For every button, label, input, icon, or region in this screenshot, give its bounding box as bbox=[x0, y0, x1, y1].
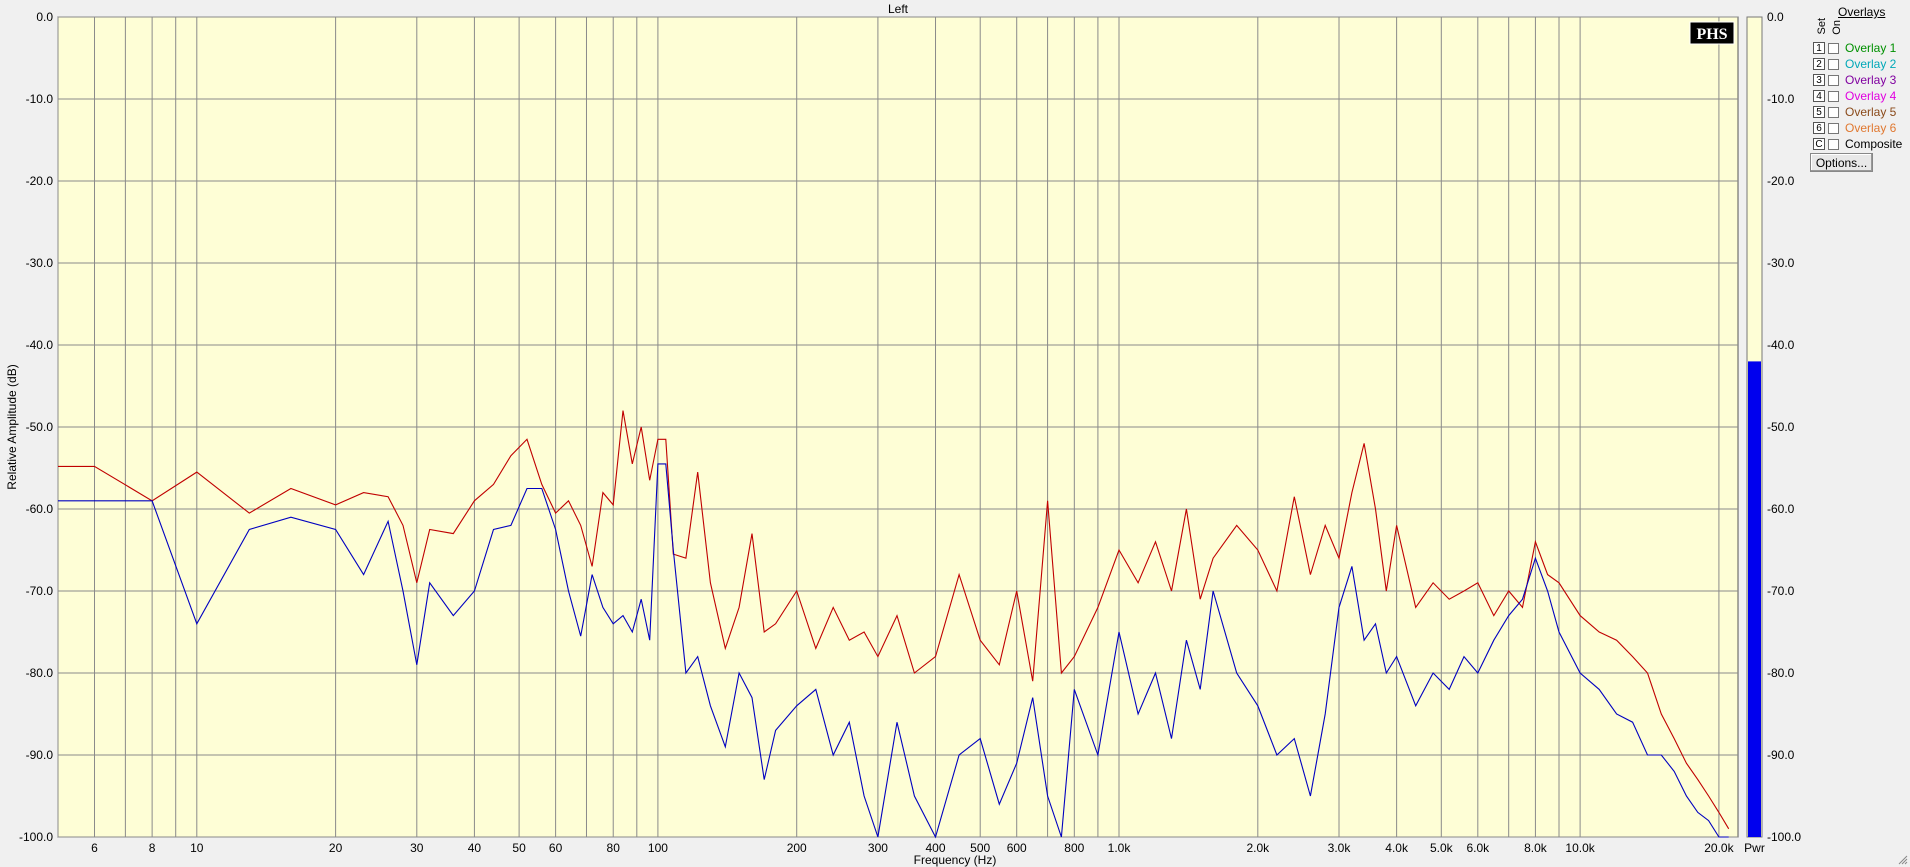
overlay-on-checkbox[interactable] bbox=[1828, 42, 1839, 54]
overlay-row: 4 Overlay 4 bbox=[1813, 89, 1896, 103]
meter-tick-label: -30.0 bbox=[1767, 256, 1795, 270]
y-tick-label: -20.0 bbox=[26, 174, 54, 188]
y-tick-label: -100.0 bbox=[19, 830, 53, 844]
overlay-set-button[interactable]: 2 bbox=[1813, 58, 1825, 70]
x-tick-label: 100 bbox=[648, 841, 668, 855]
x-tick-label: 6 bbox=[91, 841, 98, 855]
overlay-row: 2 Overlay 2 bbox=[1813, 57, 1896, 71]
power-meter-label: Pwr bbox=[1744, 841, 1765, 855]
y-tick-label: -90.0 bbox=[26, 748, 54, 762]
overlay-on-checkbox[interactable] bbox=[1828, 106, 1839, 118]
overlay-on-checkbox[interactable] bbox=[1828, 90, 1839, 102]
overlay-label: Overlay 6 bbox=[1845, 121, 1897, 135]
series-line-1 bbox=[58, 410, 1730, 830]
phs-logo: PHS bbox=[1689, 21, 1735, 45]
x-tick-label: 8.0k bbox=[1524, 841, 1548, 855]
x-tick-label: 8 bbox=[149, 841, 156, 855]
series-line-2 bbox=[58, 463, 1729, 839]
x-tick-label: 2.0k bbox=[1246, 841, 1270, 855]
y-tick-label: -10.0 bbox=[26, 92, 54, 106]
chart-title: Left bbox=[888, 2, 909, 16]
meter-tick-label: -80.0 bbox=[1767, 666, 1795, 680]
x-tick-label: 40 bbox=[468, 841, 482, 855]
meter-tick-label: -40.0 bbox=[1767, 338, 1795, 352]
meter-tick-label: -10.0 bbox=[1767, 92, 1795, 106]
resize-grip-icon[interactable] bbox=[1898, 855, 1908, 865]
y-tick-labels-right: 0.0 -10.0 -20.0 -30.0 -40.0 -50.0 -60.0 -70.0 -8… bbox=[1767, 10, 1801, 844]
meter-tick-label: -100.0 bbox=[1767, 830, 1801, 844]
overlay-set-button[interactable]: 1 bbox=[1813, 42, 1825, 54]
x-tick-label: 300 bbox=[868, 841, 888, 855]
overlay-label: Overlay 5 bbox=[1845, 105, 1897, 119]
overlay-row: C Composite bbox=[1813, 137, 1902, 151]
x-tick-label: 200 bbox=[787, 841, 807, 855]
overlay-label: Overlay 1 bbox=[1845, 41, 1897, 55]
x-tick-label: 6.0k bbox=[1466, 841, 1490, 855]
overlay-set-button[interactable]: 4 bbox=[1813, 90, 1825, 102]
phs-logo-text: PHS bbox=[1696, 26, 1727, 43]
x-tick-label: 60 bbox=[549, 841, 563, 855]
x-tick-label: 50 bbox=[512, 841, 526, 855]
overlays-title[interactable]: Overlays bbox=[1838, 5, 1886, 19]
overlays-panel: Overlays Set On 1 Overlay 1 2 Overlay 2 3 Ove… bbox=[1803, 0, 1910, 867]
overlay-on-checkbox[interactable] bbox=[1828, 138, 1839, 150]
y-tick-label: -30.0 bbox=[26, 256, 54, 270]
meter-tick-label: -70.0 bbox=[1767, 584, 1795, 598]
y-tick-label: -40.0 bbox=[26, 338, 54, 352]
meter-tick-label: -50.0 bbox=[1767, 420, 1795, 434]
series-group bbox=[58, 410, 1730, 839]
overlay-label: Overlay 4 bbox=[1845, 89, 1897, 103]
y-tick-label: -50.0 bbox=[26, 420, 54, 434]
x-tick-label: 1.0k bbox=[1108, 841, 1132, 855]
x-tick-label: 10.0k bbox=[1565, 841, 1595, 855]
overlay-set-button[interactable]: 3 bbox=[1813, 74, 1825, 86]
power-meter-bar bbox=[1748, 361, 1761, 837]
x-axis-label: Frequency (Hz) bbox=[914, 853, 997, 867]
overlay-row: 1 Overlay 1 bbox=[1813, 41, 1896, 55]
overlay-on-checkbox[interactable] bbox=[1828, 74, 1839, 86]
y-tick-label: 0.0 bbox=[36, 10, 53, 24]
x-tick-label: 4.0k bbox=[1385, 841, 1409, 855]
overlay-set-button[interactable]: 6 bbox=[1813, 122, 1825, 134]
x-tick-labels: 6 8 10 20 30 40 50 60 80 100 200 300 400 500 600 800 1.0… bbox=[91, 841, 1734, 855]
overlay-row: 6 Overlay 6 bbox=[1813, 121, 1896, 135]
x-tick-label: 30 bbox=[410, 841, 424, 855]
y-tick-label: -80.0 bbox=[26, 666, 54, 680]
x-tick-label: 20.0k bbox=[1704, 841, 1734, 855]
overlay-label: Overlay 3 bbox=[1845, 73, 1897, 87]
overlay-row: 5 Overlay 5 bbox=[1813, 105, 1896, 119]
on-header: On bbox=[1831, 20, 1843, 35]
meter-tick-label: -20.0 bbox=[1767, 174, 1795, 188]
y-tick-labels-left: 0.0 -10.0 -20.0 -30.0 -40.0 -50.0 -60.0 -70.0 -8… bbox=[19, 10, 53, 844]
meter-tick-label: -90.0 bbox=[1767, 748, 1795, 762]
overlay-set-button[interactable]: 5 bbox=[1813, 106, 1825, 118]
meter-tick-label: -60.0 bbox=[1767, 502, 1795, 516]
x-tick-label: 80 bbox=[607, 841, 621, 855]
overlay-label: Composite bbox=[1845, 137, 1903, 151]
overlay-set-button[interactable]: C bbox=[1813, 138, 1825, 150]
x-tick-label: 3.0k bbox=[1328, 841, 1352, 855]
x-tick-label: 500 bbox=[970, 841, 990, 855]
y-axis-label: Relative Amplitude (dB) bbox=[5, 364, 19, 489]
set-header: Set bbox=[1816, 18, 1828, 35]
x-tick-label: 20 bbox=[329, 841, 343, 855]
overlay-row: 3 Overlay 3 bbox=[1813, 73, 1896, 87]
y-tick-label: -60.0 bbox=[26, 502, 54, 516]
x-tick-label: 800 bbox=[1064, 841, 1084, 855]
overlay-label: Overlay 2 bbox=[1845, 57, 1897, 71]
x-tick-label: 5.0k bbox=[1430, 841, 1454, 855]
y-tick-label: -70.0 bbox=[26, 584, 54, 598]
grid-lines bbox=[57, 16, 1738, 838]
overlay-on-checkbox[interactable] bbox=[1828, 58, 1839, 70]
overlay-on-checkbox[interactable] bbox=[1828, 122, 1839, 134]
meter-tick-label: 0.0 bbox=[1767, 10, 1784, 24]
options-button[interactable]: Options... bbox=[1810, 153, 1873, 172]
x-tick-label: 10 bbox=[190, 841, 204, 855]
x-tick-label: 600 bbox=[1007, 841, 1027, 855]
x-tick-label: 400 bbox=[926, 841, 946, 855]
